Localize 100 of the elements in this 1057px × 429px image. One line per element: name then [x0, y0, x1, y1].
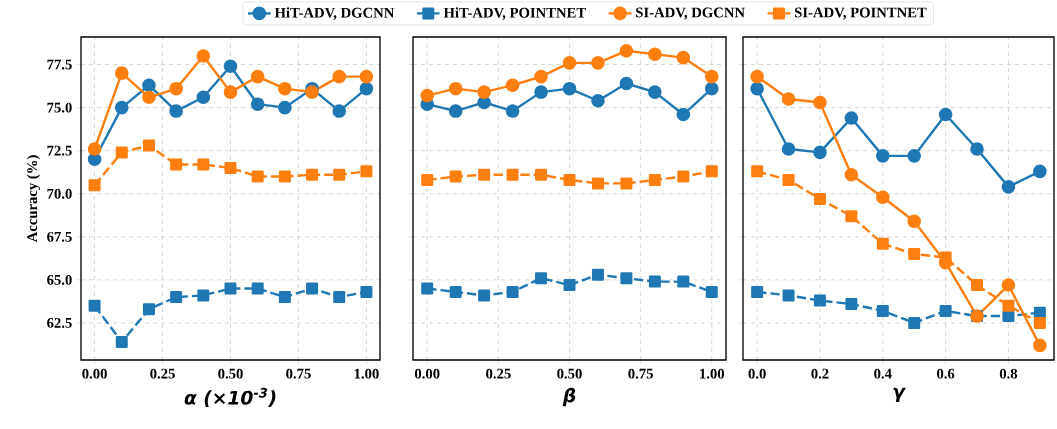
- x-tick-label: 0.25: [150, 368, 175, 379]
- point: [535, 272, 548, 285]
- point: [782, 173, 795, 186]
- x-tick-label: 0.50: [557, 368, 582, 379]
- point: [250, 69, 265, 84]
- legend-label: HiT-ADV, POINTNET: [443, 7, 586, 20]
- point: [1033, 338, 1047, 353]
- point: [170, 291, 183, 304]
- point: [751, 285, 764, 298]
- point: [750, 69, 764, 84]
- point: [705, 165, 718, 178]
- point: [478, 168, 491, 181]
- point: [250, 97, 265, 111]
- point: [170, 158, 183, 171]
- point: [813, 192, 826, 205]
- point: [939, 304, 952, 317]
- point: [534, 69, 548, 84]
- point: [971, 279, 984, 292]
- point: [169, 81, 183, 96]
- point: [477, 85, 491, 99]
- point: [332, 104, 347, 118]
- point: [676, 50, 691, 65]
- point: [844, 111, 859, 125]
- point: [142, 303, 155, 316]
- point: [278, 100, 292, 115]
- point: [251, 282, 264, 295]
- point: [591, 268, 604, 281]
- point: [114, 66, 129, 80]
- point: [907, 214, 922, 229]
- point: [1033, 316, 1046, 329]
- point: [506, 285, 519, 298]
- point: [332, 69, 347, 84]
- point: [781, 142, 796, 156]
- point: [535, 168, 548, 181]
- point: [360, 165, 373, 178]
- x-tick-label: 0.50: [218, 368, 243, 379]
- point: [506, 168, 519, 181]
- point: [938, 107, 953, 122]
- point: [591, 93, 605, 108]
- point: [591, 177, 604, 190]
- x-tick-label: 0.00: [82, 368, 107, 379]
- point: [648, 173, 661, 186]
- point: [876, 304, 889, 317]
- point: [705, 285, 718, 298]
- y-tick-label: 65.0: [47, 274, 72, 285]
- point: [876, 190, 890, 205]
- point: [1033, 164, 1047, 179]
- point: [114, 100, 129, 115]
- point: [907, 149, 922, 163]
- point: [782, 289, 795, 302]
- point: [505, 78, 520, 93]
- point: [142, 90, 156, 105]
- point: [908, 248, 921, 261]
- y-tick-label: 72.5: [47, 145, 72, 156]
- point: [359, 81, 374, 96]
- point: [505, 104, 520, 118]
- point: [676, 107, 691, 122]
- y-axis-title: Accuracy (%): [26, 155, 41, 243]
- x-tick-label: 0.4: [874, 368, 892, 379]
- y-tick-label: 70.0: [47, 188, 72, 199]
- x-tick-label: 0.00: [414, 368, 440, 379]
- point: [1002, 299, 1015, 312]
- point: [278, 81, 292, 96]
- point: [278, 291, 291, 304]
- y-tick-label: 67.5: [47, 231, 72, 242]
- point: [751, 165, 764, 178]
- point: [619, 76, 634, 91]
- point: [449, 285, 462, 298]
- x-tick-label: 0.25: [486, 368, 511, 379]
- point: [448, 104, 463, 118]
- point: [360, 285, 373, 298]
- point: [562, 81, 577, 96]
- point: [359, 69, 374, 84]
- point: [876, 149, 890, 163]
- point: [197, 158, 210, 171]
- x-tick-label: 0.6: [937, 368, 955, 379]
- point: [563, 173, 576, 186]
- point: [278, 170, 291, 183]
- point: [449, 170, 462, 183]
- point: [750, 81, 764, 96]
- point: [142, 78, 156, 93]
- point: [88, 299, 101, 312]
- point: [704, 81, 719, 96]
- legend-label: SI-ADV, DGCNN: [636, 7, 745, 20]
- point: [421, 282, 434, 295]
- point: [562, 56, 577, 70]
- point: [970, 142, 984, 156]
- point: [620, 177, 633, 190]
- point: [87, 142, 102, 156]
- point: [224, 161, 237, 174]
- point: [142, 139, 155, 152]
- point: [620, 272, 633, 285]
- point: [306, 168, 319, 181]
- point: [845, 298, 858, 311]
- x-axis-title: β: [562, 387, 576, 407]
- point: [169, 104, 183, 118]
- point: [677, 170, 690, 183]
- x-axis-title: α (×10$^{-3}$): [184, 387, 276, 407]
- point: [420, 88, 435, 103]
- point: [448, 81, 463, 96]
